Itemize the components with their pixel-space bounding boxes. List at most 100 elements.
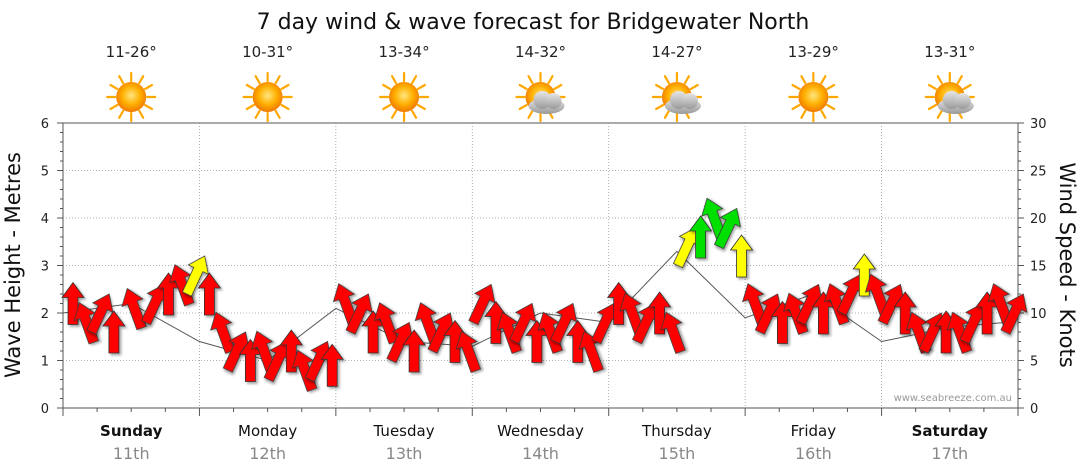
sun-ray [416, 103, 426, 111]
wind-arrows [61, 197, 1028, 392]
wind-arrow-shape [86, 293, 114, 335]
wind-arrow-shape [824, 283, 850, 326]
wind-arrow-shape [660, 311, 686, 354]
sun-ray [518, 83, 528, 91]
day-name: Monday [238, 422, 297, 440]
wind-arrow-shape [550, 302, 578, 345]
sun-ray [518, 103, 528, 111]
temperature-label: 14-32° [515, 43, 566, 61]
cloud-part [954, 93, 971, 109]
left-tick-label: 1 [41, 355, 49, 370]
wind-arrow-shape [509, 302, 537, 345]
left-axis: 0 1 2 3 4 5 6 [41, 117, 63, 417]
right-tick-label: 15 [1030, 260, 1047, 275]
sun-ray [956, 75, 963, 85]
right-tick-label: 25 [1030, 165, 1047, 180]
right-axis: 0 5 10 15 20 25 30 [1018, 117, 1047, 417]
wind-arrow-shape [197, 272, 222, 316]
sun-ray [820, 109, 827, 119]
sun-ray [138, 109, 145, 119]
wind-arrow-shape [73, 302, 99, 345]
wind-arrow [537, 311, 563, 354]
wind-arrow-shape [1000, 293, 1028, 335]
sun-ray [820, 75, 827, 85]
wind-arrow-shape [210, 311, 236, 354]
sun-ray [118, 109, 125, 119]
weather-row: 11-26° 10-31° 13-34° 14-32° 14-27° 13-29° 13-3… [106, 43, 975, 123]
temperature-label: 13-29° [788, 43, 839, 61]
sun-ray [655, 103, 665, 111]
wind-arrow-shape [852, 253, 877, 297]
wind-arrow-shape [455, 330, 481, 373]
wind-arrow [210, 311, 236, 354]
sun-ray [254, 109, 261, 119]
day-date: 16th [795, 444, 832, 463]
left-tick-label: 6 [41, 117, 49, 132]
wind-arrow [320, 343, 344, 387]
wind-arrow [893, 291, 917, 335]
wind-arrow [61, 281, 85, 325]
sun-icon [242, 71, 293, 123]
wind-arrow [509, 302, 537, 345]
sun-ray [927, 83, 938, 91]
wind-arrow-shape [345, 293, 373, 335]
sun-ray [800, 109, 807, 119]
wind-arrow [181, 255, 209, 297]
wind-arrow [455, 330, 481, 373]
temperature-label: 13-34° [379, 43, 430, 61]
sun-icon [788, 71, 839, 123]
cloud-part [545, 93, 562, 109]
sun-ray [936, 109, 943, 119]
sun-ray [791, 103, 801, 111]
chart-title: 7 day wind & wave forecast for Bridgewat… [257, 10, 810, 35]
sun-disc [389, 82, 420, 112]
sun-ray [800, 75, 807, 85]
sun-ray [826, 103, 836, 111]
wind-arrow [852, 253, 877, 297]
day-date: 17th [931, 444, 968, 463]
sun-icon [106, 71, 157, 123]
wind-arrow [279, 329, 304, 373]
wind-arrow [660, 311, 686, 354]
wind-arrow-shape [320, 343, 344, 387]
wind-arrow [345, 293, 373, 335]
sun-ray [663, 75, 671, 85]
cloud-icon [528, 91, 565, 114]
wind-arrow [729, 234, 754, 278]
sun-ray [547, 75, 554, 85]
day-name: Friday [791, 422, 837, 440]
wind-arrow [468, 283, 496, 326]
right-tick-label: 5 [1030, 355, 1038, 370]
sun-ray [138, 75, 145, 85]
sun-ray [390, 75, 398, 85]
wind-arrow [713, 207, 741, 250]
sun-icon [378, 71, 430, 123]
temperature-label: 10-31° [242, 43, 293, 61]
sun-ray [410, 75, 418, 85]
wind-arrow [73, 302, 99, 345]
sun-ray [143, 103, 154, 111]
wind-arrow [1000, 293, 1028, 335]
wind-arrow [783, 292, 809, 335]
cloud-icon [664, 91, 701, 114]
day-date: 15th [659, 444, 696, 463]
temperature-label: 11-26° [106, 43, 157, 61]
wind-arrow [550, 302, 578, 345]
wind-arrow [169, 264, 195, 307]
sun-ray [280, 83, 290, 91]
day-date: 11th [113, 444, 150, 463]
sun-ray [962, 83, 972, 91]
sun-ray [689, 83, 699, 91]
cloud-part [681, 93, 698, 109]
wind-arrow-shape [783, 292, 809, 335]
right-tick-label: 0 [1030, 402, 1038, 417]
right-tick-label: 30 [1030, 117, 1047, 132]
cloud-icon [937, 91, 974, 114]
sun-ray [791, 83, 801, 91]
sun-ray [527, 75, 534, 85]
sun-ray [416, 83, 426, 91]
sun-ray [109, 103, 119, 111]
wind-arrow-shape [893, 291, 917, 335]
wind-arrow [647, 291, 672, 335]
sun-ray [254, 75, 261, 85]
